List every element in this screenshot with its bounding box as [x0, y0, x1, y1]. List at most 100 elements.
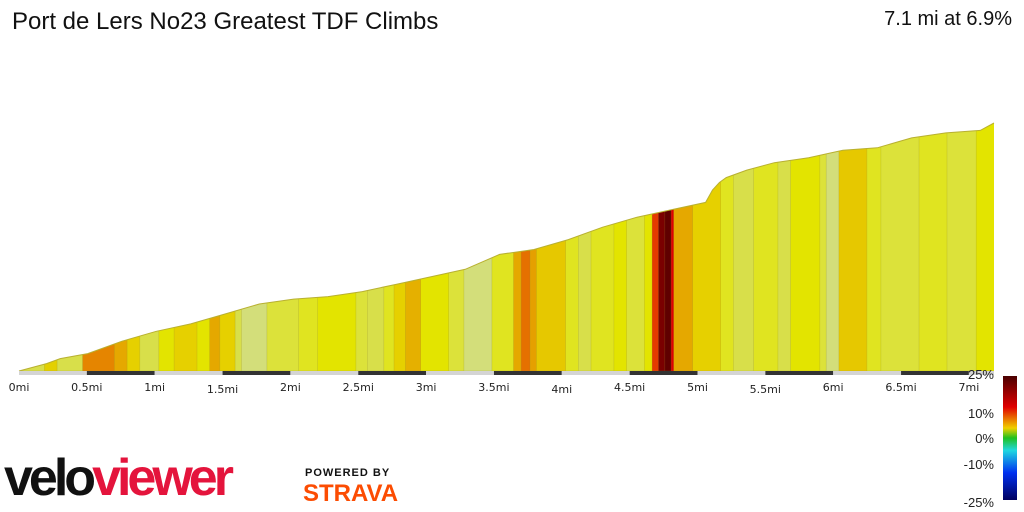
legend-label-minus25: -25% — [964, 495, 995, 510]
gradient-segment-25 — [491, 123, 515, 371]
x-tick-label: 6mi — [823, 381, 844, 394]
x-tick-label: 3mi — [416, 381, 437, 394]
gradient-segment-53 — [946, 123, 978, 371]
gradient-segment-20 — [393, 123, 407, 371]
gradient-segment-18 — [366, 123, 385, 371]
gradient-segment-40 — [673, 123, 694, 371]
distance-bar-segment-6 — [426, 371, 494, 375]
gradient-segment-16 — [317, 123, 357, 371]
gradient-segment-9 — [196, 123, 211, 371]
gradient-segment-42 — [720, 123, 735, 371]
veloviewer-logo: veloviewer — [4, 449, 234, 507]
gradient-segment-4 — [114, 123, 128, 371]
gradient-segment-47 — [819, 123, 827, 371]
distance-bar-segment-9 — [629, 371, 698, 375]
gradient-segment-1 — [44, 123, 58, 371]
legend-label-minus10: -10% — [964, 457, 995, 472]
powered-by-label: POWERED BY — [305, 467, 391, 479]
x-tick-label: 2mi — [280, 381, 301, 394]
gradient-segment-15 — [298, 123, 319, 371]
gradient-segment-37 — [658, 123, 666, 371]
distance-bar-segment-3 — [222, 371, 291, 375]
x-axis-ticks: 0mi 0.5mi 1mi 1.5mi 2mi 2.5mi 3mi 3.5mi 4mi 4.5mi… — [9, 381, 980, 396]
gradient-segment-19 — [383, 123, 395, 371]
gradient-segment-28 — [529, 123, 538, 371]
x-tick-label: 2.5mi — [343, 381, 374, 394]
gradient-segment-46 — [790, 123, 821, 371]
distance-bar-segment-1 — [86, 371, 155, 375]
gradient-segment-54 — [975, 123, 994, 371]
gradient-segment-23 — [448, 123, 465, 371]
gradient-segment-22 — [420, 123, 450, 371]
gradient-segment-33 — [613, 123, 628, 371]
profile-outline — [18, 122, 995, 372]
gradient-segment-27 — [520, 123, 531, 371]
x-tick-label: 5.5mi — [750, 383, 781, 396]
x-tick-label: 1.5mi — [207, 383, 238, 396]
gradient-segment-32 — [590, 123, 615, 371]
x-tick-label: 1mi — [144, 381, 165, 394]
gradient-segment-51 — [880, 123, 920, 371]
gradient-segment-36 — [651, 123, 660, 371]
gradient-segment-30 — [565, 123, 580, 371]
gradient-segment-41 — [692, 123, 722, 371]
gradient-segment-35 — [644, 123, 653, 371]
gradient-segment-45 — [777, 123, 792, 371]
logo-viewer: viewer — [92, 449, 234, 507]
distance-bar-segment-0 — [19, 371, 87, 375]
gradient-segment-48 — [825, 123, 840, 371]
gradient-segment-31 — [577, 123, 592, 371]
gradient-segment-2 — [56, 123, 84, 371]
gradient-segment-14 — [266, 123, 300, 371]
gradient-segment-44 — [753, 123, 779, 371]
distance-bar-segment-14 — [968, 371, 994, 375]
distance-bar-segment-5 — [358, 371, 427, 375]
strava-logo: STRAVA — [303, 480, 399, 507]
x-tick-label: 7mi — [959, 381, 980, 394]
legend-label-10: 10% — [968, 406, 994, 421]
x-tick-label: 0mi — [9, 381, 30, 394]
gradient-segment-52 — [918, 123, 948, 371]
gradient-segment-0 — [19, 123, 46, 371]
logo-velo: velo — [4, 449, 96, 507]
gradient-segment-13 — [241, 123, 268, 371]
climb-summary: 7.1 mi at 6.9% — [884, 8, 1012, 30]
gradient-segment-43 — [733, 123, 755, 371]
x-tick-label: 6.5mi — [885, 381, 916, 394]
gradient-segment-5 — [126, 123, 141, 371]
distance-bar-segment-12 — [833, 371, 902, 375]
gradient-segment-12 — [234, 123, 243, 371]
page-title: Port de Lers No23 Greatest TDF Climbs — [12, 8, 439, 35]
gradient-segment-24 — [463, 123, 493, 371]
gradient-segment-10 — [209, 123, 221, 371]
gradient-segment-17 — [355, 123, 369, 371]
distance-bar-segment-7 — [493, 371, 562, 375]
x-tick-label: 0.5mi — [71, 381, 102, 394]
distance-bar-segment-2 — [154, 371, 223, 375]
x-tick-label: 4.5mi — [614, 381, 645, 394]
x-tick-label: 4mi — [551, 383, 572, 396]
distance-bar-segment-4 — [290, 371, 359, 375]
gradient-segment-7 — [158, 123, 175, 371]
distance-bar-segment-8 — [561, 371, 630, 375]
gradient-segment-26 — [513, 123, 522, 371]
gradient-segment-8 — [173, 123, 198, 371]
distance-bar-segment-10 — [697, 371, 766, 375]
gradient-segment-50 — [866, 123, 882, 371]
gradient-segment-38 — [664, 123, 672, 371]
x-tick-label: 3.5mi — [478, 381, 509, 394]
gradient-segment-49 — [838, 123, 868, 371]
gradient-segment-21 — [405, 123, 422, 371]
gradient-segments — [19, 123, 994, 371]
gradient-segment-11 — [219, 123, 236, 371]
gradient-segment-34 — [626, 123, 646, 371]
gradient-segment-3 — [82, 123, 116, 371]
legend-label-25: 25% — [968, 367, 994, 382]
gradient-legend-bar — [1003, 376, 1017, 500]
distance-bar-segment-11 — [765, 371, 834, 375]
distance-bar-segment-13 — [901, 371, 969, 375]
x-tick-label: 5mi — [687, 381, 708, 394]
legend-label-0: 0% — [975, 431, 994, 446]
gradient-legend: 25% 10% 0% -10% -25% — [964, 367, 1017, 510]
